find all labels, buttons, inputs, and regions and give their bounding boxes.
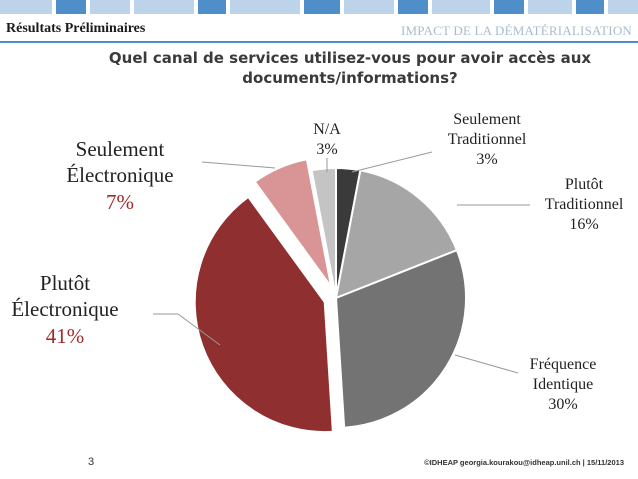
pie-slices xyxy=(193,158,467,434)
label-line: Plutôt xyxy=(39,271,91,295)
decor-square xyxy=(576,0,604,14)
label-percent: 3% xyxy=(316,141,338,158)
page-number: 3 xyxy=(88,456,95,468)
leader-line-plutot-elec xyxy=(153,313,221,346)
leader-line-seul-trad xyxy=(351,151,433,173)
decor-square xyxy=(304,0,340,14)
section-title: Résultats Préliminaires xyxy=(6,21,146,36)
decor-square xyxy=(344,0,394,14)
decor-square xyxy=(198,0,226,14)
label-line: Identique xyxy=(532,376,594,393)
label-line: Traditionnel xyxy=(544,196,624,213)
leader-line-seul-elec xyxy=(201,161,276,169)
label-seulement-electronique: Seulement Électronique 7% xyxy=(50,136,190,215)
pie-slice-plut-t-traditionnel xyxy=(334,169,459,300)
decor-square xyxy=(608,0,638,14)
label-line: Seulement xyxy=(75,137,165,161)
label-line: Électronique xyxy=(11,297,119,322)
label-frequence-identique: Fréquence Identique 30% xyxy=(508,355,618,415)
label-plutot-traditionnel: Plutôt Traditionnel 16% xyxy=(532,175,636,235)
pie-slice-seulement-lectronique xyxy=(253,158,333,288)
pie-slice-plut-t-lectronique xyxy=(193,195,334,434)
label-percent: 3% xyxy=(476,151,498,168)
decor-square xyxy=(0,0,52,14)
top-decoration-bar xyxy=(0,0,638,20)
decor-square xyxy=(230,0,300,14)
pie-slice-n-a xyxy=(310,166,337,299)
label-line: Seulement xyxy=(453,111,521,128)
label-seulement-traditionnel: Seulement Traditionnel 3% xyxy=(432,110,542,170)
footer-credit: ©IDHEAP georgia.kourakou@idheap.unil.ch … xyxy=(424,458,624,467)
presentation-title: IMPACT DE LA DÉMATÉRIALISATION xyxy=(401,23,632,38)
decor-square xyxy=(56,0,86,14)
label-line: N/A xyxy=(313,121,341,138)
label-percent: 41% xyxy=(45,323,85,348)
label-na: N/A 3% xyxy=(302,120,352,160)
decor-square xyxy=(398,0,428,14)
decor-square xyxy=(432,0,490,14)
decor-square xyxy=(134,0,194,14)
decor-square xyxy=(494,0,524,14)
label-line: Électronique xyxy=(66,163,174,188)
label-percent: 30% xyxy=(548,396,578,413)
leader-line-freq xyxy=(454,354,519,374)
pie-slice-fr-quence-identique xyxy=(334,248,467,429)
header-rule xyxy=(0,41,638,43)
label-line: Fréquence xyxy=(529,356,597,373)
chart-title: Quel canal de services utilisez-vous pou… xyxy=(108,49,592,87)
label-percent: 7% xyxy=(106,189,134,214)
label-percent: 16% xyxy=(569,216,599,233)
leader-lines xyxy=(153,151,530,374)
decor-square xyxy=(90,0,130,14)
label-line: Plutôt xyxy=(564,176,604,193)
decor-square xyxy=(528,0,572,14)
label-line: Traditionnel xyxy=(447,131,527,148)
label-plutot-electronique: Plutôt Électronique 41% xyxy=(0,270,130,349)
